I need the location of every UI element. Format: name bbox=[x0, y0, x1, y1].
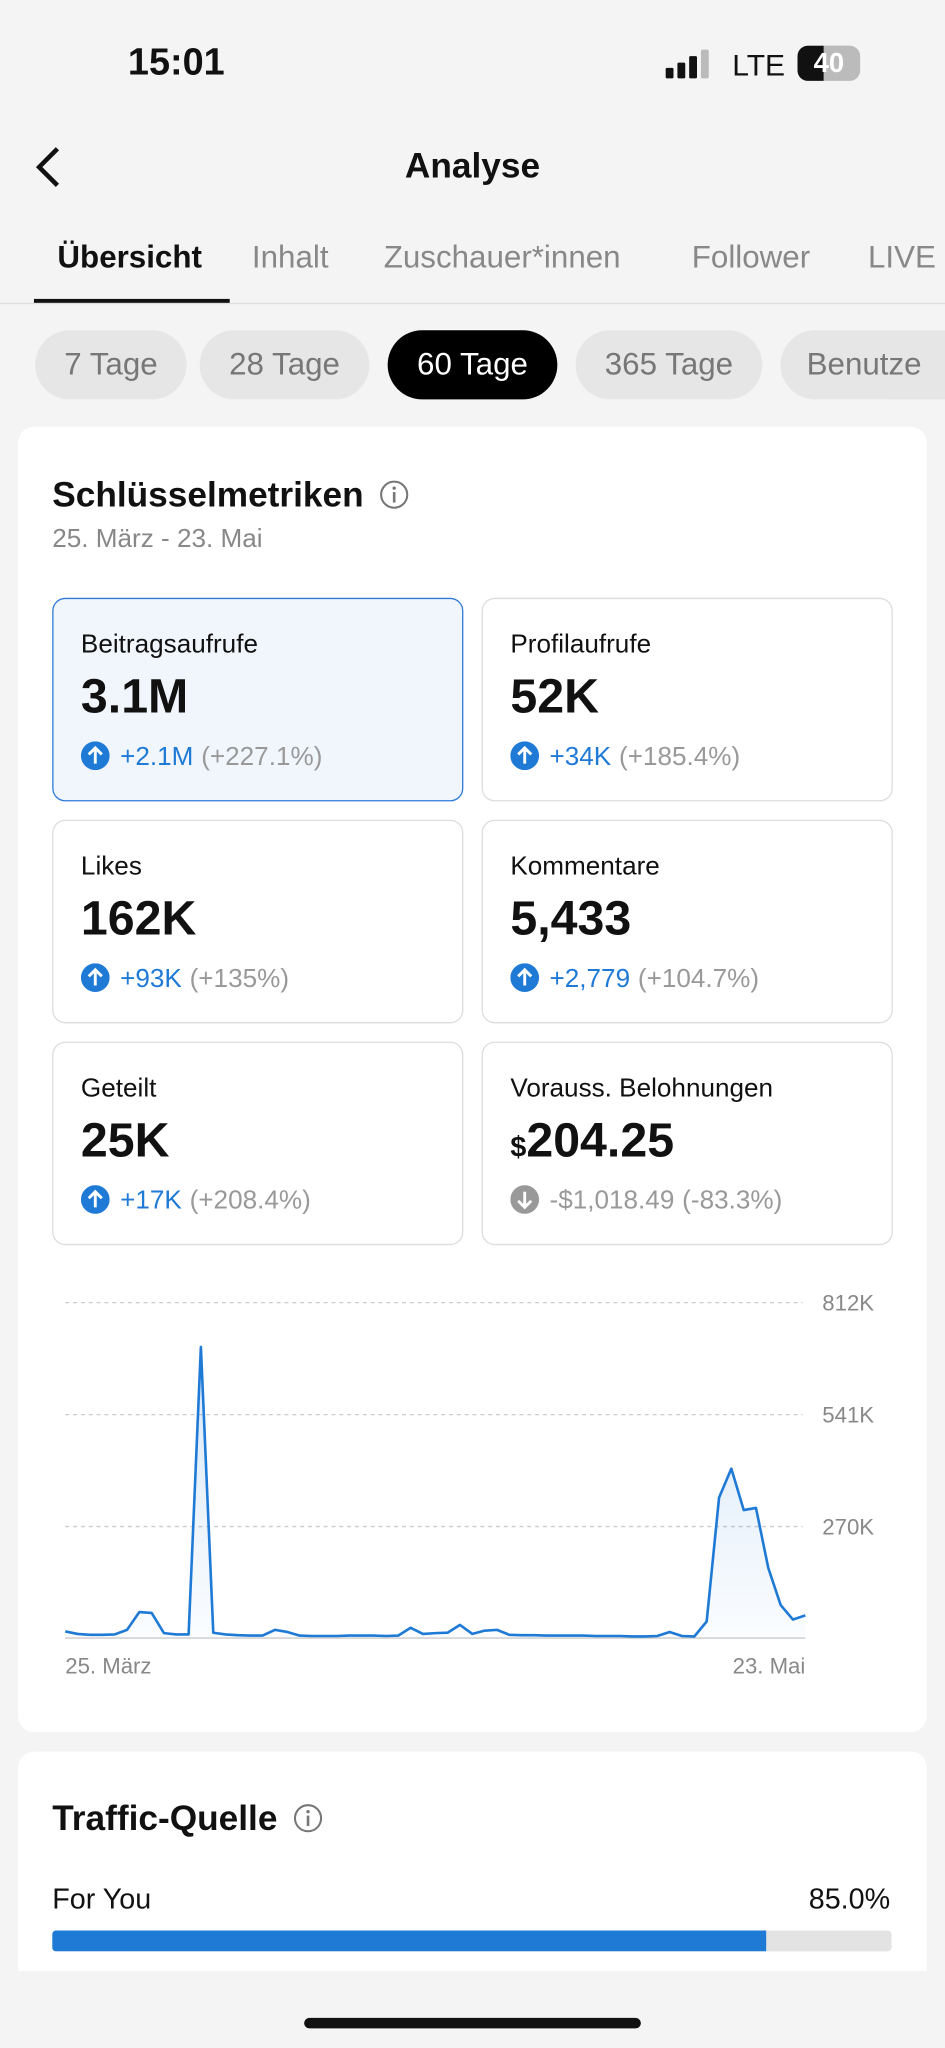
range-pill[interactable]: 60 Tage bbox=[387, 330, 558, 400]
change-abs: +34K bbox=[549, 742, 612, 772]
metric-card[interactable]: Vorauss. Belohnungen $204.25 -$1,018.49 (-8… bbox=[481, 1041, 893, 1246]
metric-card[interactable]: Kommentare 5,433 +2,779 (+104.7%) bbox=[481, 819, 893, 1024]
metric-value: 162K bbox=[81, 891, 196, 946]
tab[interactable]: Inhalt bbox=[251, 240, 329, 276]
tab[interactable]: Zuschauer*innen bbox=[383, 240, 621, 276]
change-pct: (+227.1%) bbox=[201, 742, 323, 772]
range-pill[interactable]: 7 Tage bbox=[35, 330, 187, 400]
battery-level: 40 bbox=[813, 48, 845, 79]
change-abs: +2.1M bbox=[120, 742, 194, 772]
traffic-title-text: Traffic-Quelle bbox=[52, 1798, 278, 1838]
range-pill[interactable]: 365 Tage bbox=[575, 330, 763, 400]
metric-card[interactable]: Beitragsaufrufe 3.1M +2.1M (+227.1%) bbox=[52, 597, 464, 802]
source-bar bbox=[52, 1930, 766, 1952]
metric-label: Kommentare bbox=[510, 852, 660, 882]
metric-change: +17K (+208.4%) bbox=[80, 1185, 311, 1216]
bottom-area bbox=[0, 1970, 945, 2047]
metric-value: 52K bbox=[510, 670, 599, 725]
metric-card[interactable]: Geteilt 25K +17K (+208.4%) bbox=[52, 1041, 464, 1246]
line bbox=[65, 1345, 806, 1638]
y-tick-label: 541K bbox=[822, 1402, 874, 1427]
tab-indicator bbox=[33, 298, 230, 303]
change-pct: (+185.4%) bbox=[619, 742, 741, 772]
source-pct: 85.0% bbox=[808, 1882, 891, 1915]
source-name: For You bbox=[52, 1882, 152, 1915]
metric-number: 52K bbox=[510, 669, 599, 724]
x-tick-label: 25. März bbox=[65, 1653, 151, 1678]
info-icon[interactable] bbox=[379, 479, 410, 510]
metric-label: Likes bbox=[80, 852, 142, 882]
card-title-text: Schlüsselmetriken bbox=[52, 475, 364, 515]
tab[interactable]: Übersicht bbox=[57, 240, 202, 276]
change-icon bbox=[510, 963, 540, 992]
change-abs: +2,779 bbox=[549, 964, 631, 994]
change-icon bbox=[80, 1185, 110, 1214]
change-icon bbox=[510, 1185, 540, 1214]
line-chart: 270K 541K 812K 25. März 23. Mai bbox=[65, 1290, 874, 1678]
metric-card[interactable]: Profilaufrufe 52K +34K (+185.4%) bbox=[481, 597, 893, 802]
tab[interactable]: Follower bbox=[691, 240, 811, 276]
metric-change: -$1,018.49 (-83.3%) bbox=[510, 1185, 782, 1216]
divider bbox=[0, 302, 945, 305]
date-range: 25. März - 23. Mai bbox=[52, 524, 263, 554]
currency: $ bbox=[510, 1130, 527, 1163]
range-pill[interactable]: Benutze bbox=[780, 330, 945, 400]
change-icon bbox=[510, 741, 540, 771]
network: LTE bbox=[732, 48, 786, 83]
header-title: Analyse bbox=[404, 146, 541, 186]
y-tick-label: 812K bbox=[822, 1290, 874, 1315]
metric-card[interactable]: Likes 162K +93K (+135%) bbox=[52, 819, 464, 1024]
x-tick-label: 23. Mai bbox=[733, 1653, 806, 1678]
battery: 40 bbox=[797, 45, 861, 81]
signal-icon bbox=[665, 49, 709, 79]
change-pct: (+208.4%) bbox=[189, 1186, 311, 1216]
info-icon[interactable] bbox=[292, 1803, 323, 1834]
change-icon bbox=[80, 741, 110, 771]
metric-number: 5,433 bbox=[510, 891, 632, 946]
range-pill[interactable]: 28 Tage bbox=[199, 330, 370, 400]
metric-value: 5,433 bbox=[510, 891, 631, 946]
change-pct: (-83.3%) bbox=[682, 1186, 783, 1216]
metric-value: 3.1M bbox=[81, 670, 188, 725]
metric-label: Geteilt bbox=[80, 1074, 157, 1103]
change-abs: -$1,018.49 bbox=[549, 1186, 675, 1216]
metric-label: Profilaufrufe bbox=[510, 630, 652, 660]
fade bbox=[887, 215, 945, 301]
metric-number: 3.1M bbox=[80, 669, 189, 724]
change-pct: (+135%) bbox=[189, 964, 290, 994]
metric-number: 25K bbox=[80, 1113, 170, 1167]
metric-change: +34K (+185.4%) bbox=[510, 741, 740, 772]
metric-number: 204.25 bbox=[526, 1113, 675, 1167]
traffic-title: Traffic-Quelle bbox=[52, 1799, 324, 1839]
metric-value: $204.25 bbox=[510, 1113, 674, 1168]
back-button[interactable] bbox=[29, 141, 68, 193]
metric-change: +2.1M (+227.1%) bbox=[80, 741, 323, 772]
change-abs: +17K bbox=[120, 1186, 182, 1216]
metric-label: Vorauss. Belohnungen bbox=[510, 1074, 774, 1103]
metric-value: 25K bbox=[81, 1113, 170, 1168]
area bbox=[65, 1346, 806, 1639]
tab[interactable]: LIVE bbox=[867, 240, 936, 276]
metric-change: +2,779 (+104.7%) bbox=[510, 963, 759, 994]
status-time: 15:01 bbox=[127, 41, 225, 84]
metric-number: 162K bbox=[80, 891, 197, 946]
change-pct: (+104.7%) bbox=[637, 964, 760, 994]
home-indicator bbox=[304, 2017, 641, 2029]
source-track bbox=[52, 1930, 892, 1952]
card-title: Schlüsselmetriken bbox=[52, 475, 410, 515]
change-abs: +93K bbox=[120, 964, 182, 994]
change-icon bbox=[80, 963, 110, 992]
y-tick-label: 270K bbox=[822, 1514, 874, 1539]
metric-change: +93K (+135%) bbox=[80, 963, 290, 994]
metric-label: Beitragsaufrufe bbox=[80, 630, 258, 660]
